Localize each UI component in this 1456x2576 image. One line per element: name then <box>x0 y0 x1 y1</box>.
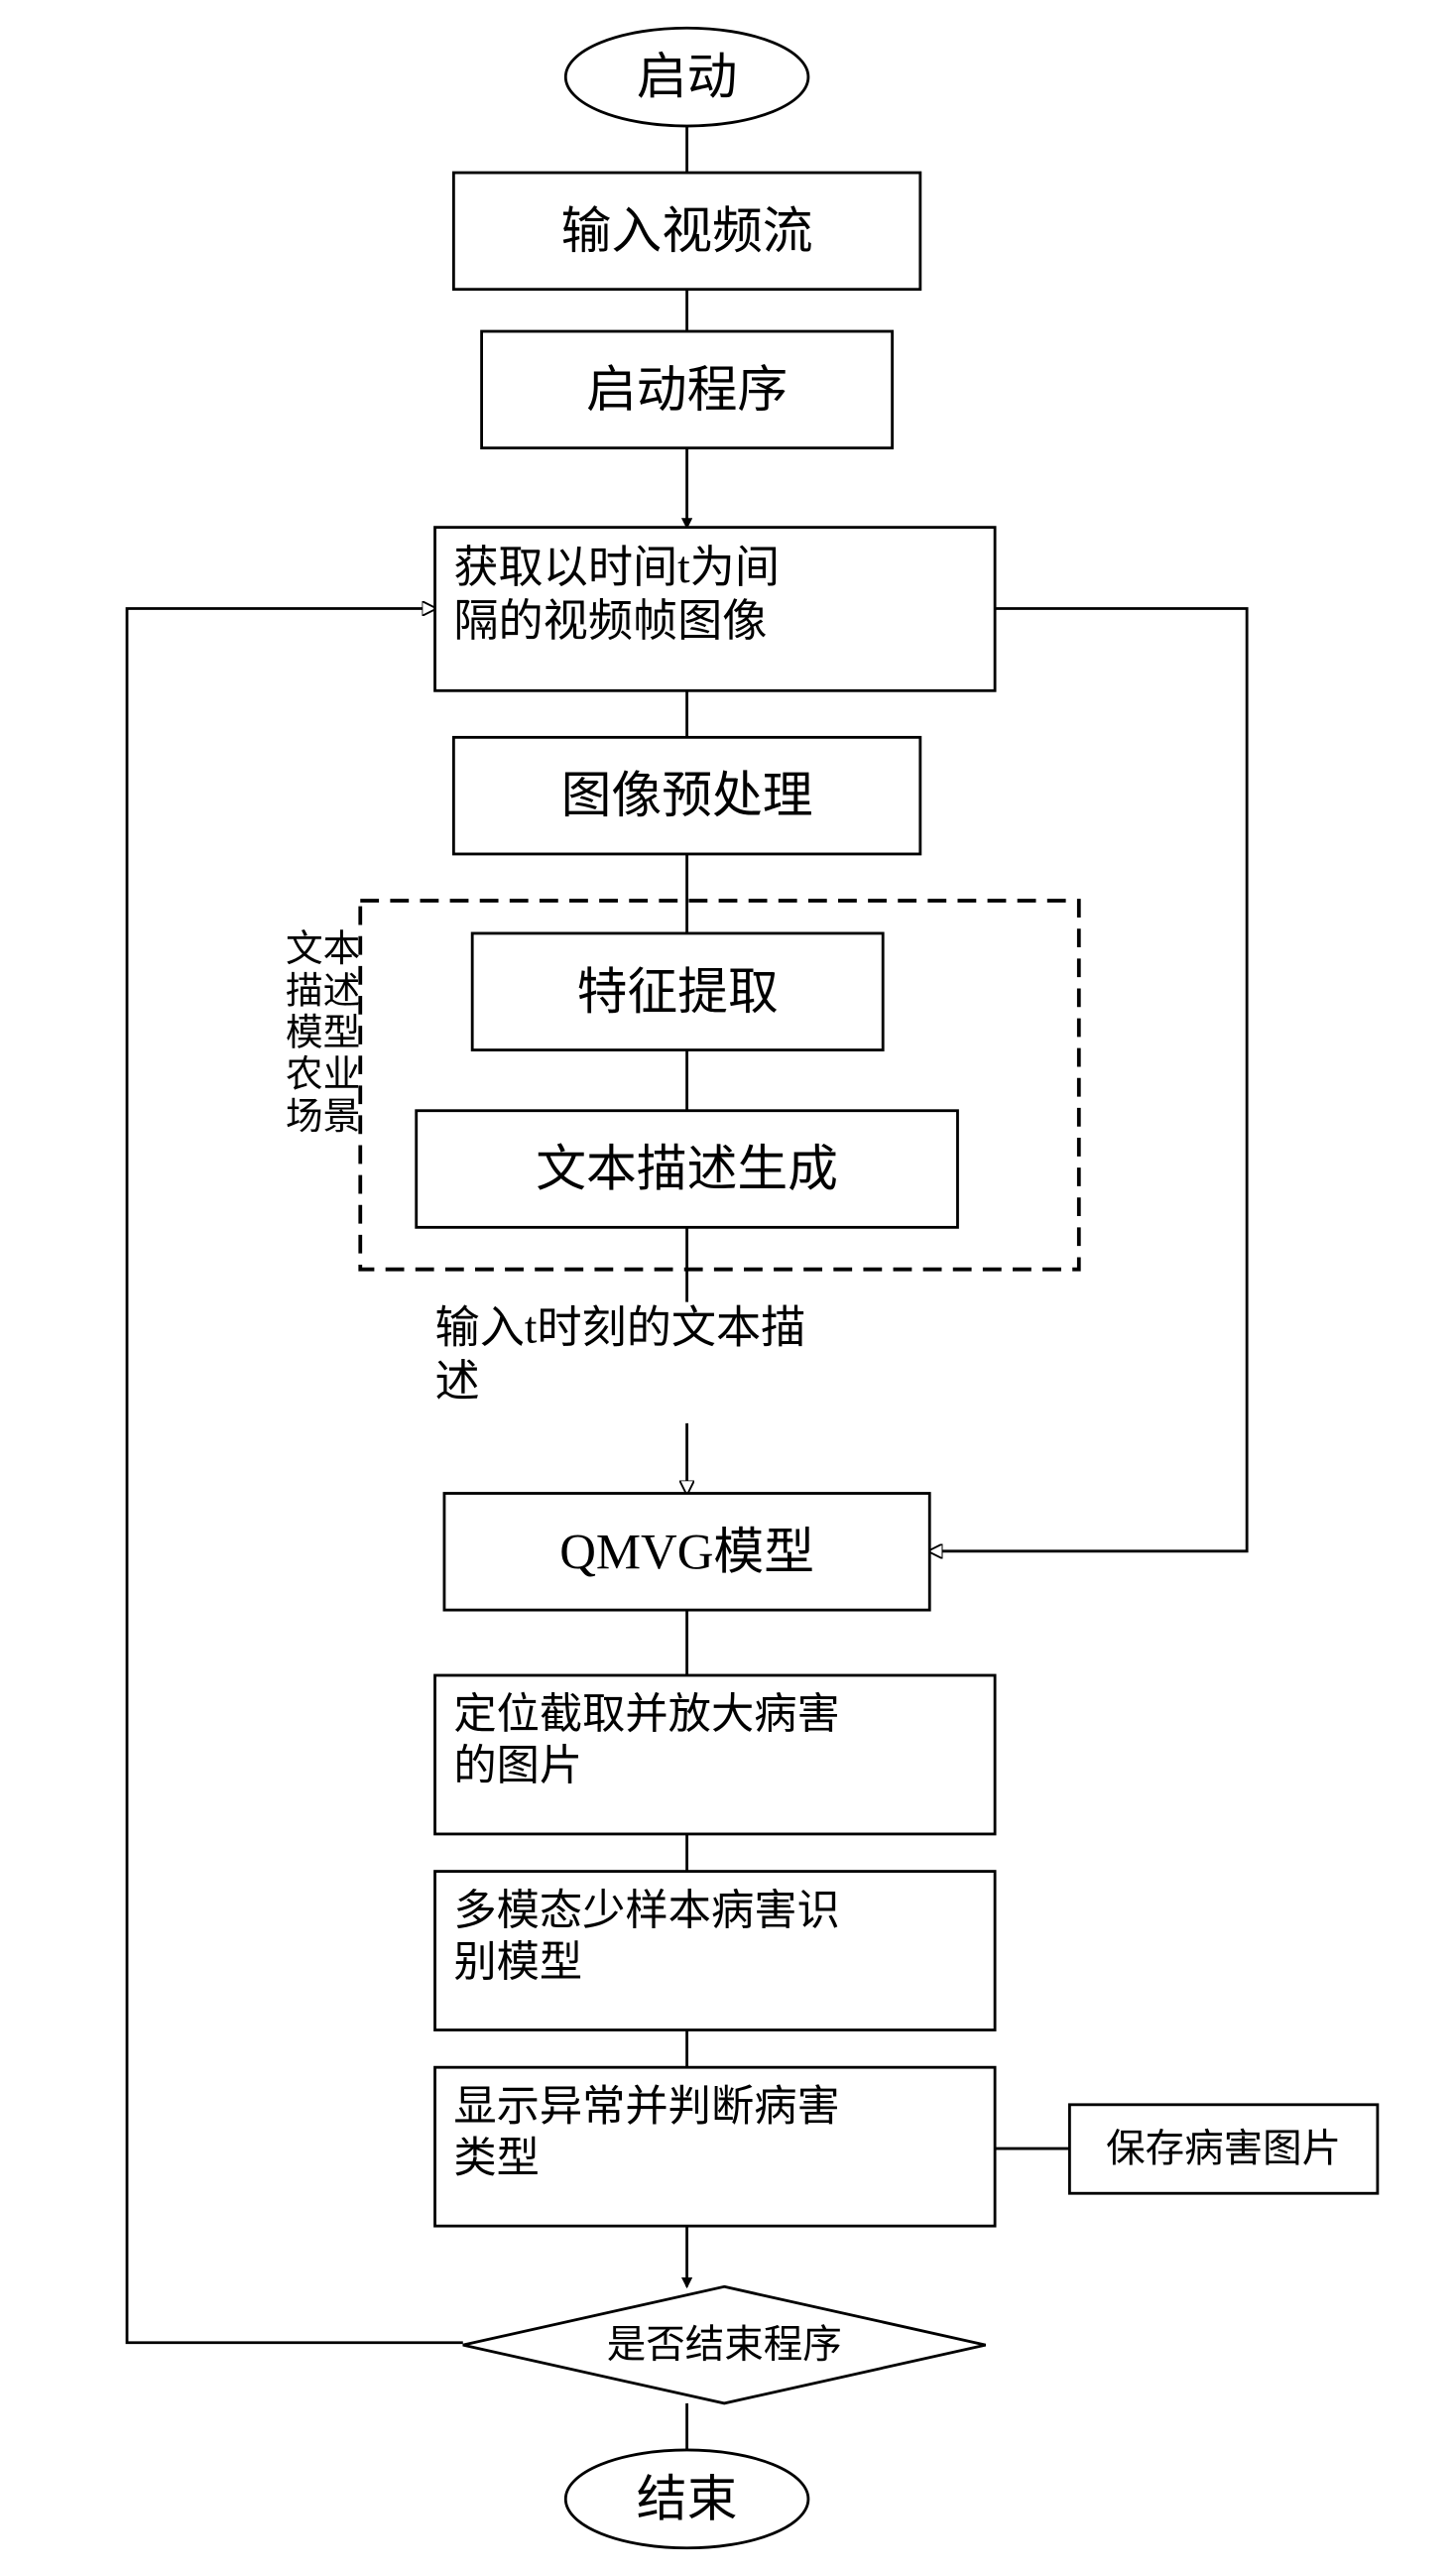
node-text_gen: 文本描述生成 <box>417 1111 958 1228</box>
node-get_frames: 获取以时间t为间隔的视频帧图像 <box>435 528 996 691</box>
node-save_img: 保存病害图片 <box>1069 2105 1378 2193</box>
node-locate_crop: 定位截取并放大病害的图片 <box>435 1675 996 1834</box>
svg-text:保存病害图片: 保存病害图片 <box>1106 2128 1341 2171</box>
svg-text:是否结束程序: 是否结束程序 <box>607 2323 842 2367</box>
svg-text:结束: 结束 <box>637 2471 738 2526</box>
svg-text:类型: 类型 <box>453 2135 540 2182</box>
node-start_program: 启动程序 <box>482 331 893 448</box>
node-preprocess: 图像预处理 <box>453 737 919 854</box>
node-decision: 是否结束程序 <box>463 2286 986 2403</box>
svg-text:别模型: 别模型 <box>453 1938 582 1986</box>
svg-text:输入视频流: 输入视频流 <box>561 203 813 259</box>
svg-text:场景: 场景 <box>286 1096 360 1138</box>
svg-text:描述: 描述 <box>286 970 360 1012</box>
node-start: 启动 <box>565 28 808 126</box>
edge-get_frames-qmvg <box>929 608 1247 1550</box>
svg-text:述: 述 <box>435 1356 480 1406</box>
flowchart-diagram: 启动输入视频流启动程序获取以时间t为间隔的视频帧图像图像预处理文本描述模型农业场… <box>0 0 1456 2576</box>
svg-text:输入t时刻的文本描: 输入t时刻的文本描 <box>435 1302 806 1352</box>
svg-text:特征提取: 特征提取 <box>577 964 779 1020</box>
node-multimodal: 多模态少样本病害识别模型 <box>435 1872 996 2030</box>
svg-text:启动: 启动 <box>637 50 738 105</box>
svg-text:的图片: 的图片 <box>453 1743 582 1790</box>
svg-text:图像预处理: 图像预处理 <box>561 768 813 823</box>
node-qmvg: QMVG模型 <box>444 1494 929 1611</box>
svg-text:文本: 文本 <box>286 928 360 970</box>
svg-text:获取以时间t为间: 获取以时间t为间 <box>453 543 780 592</box>
node-side_label: 文本描述模型农业场景 <box>286 928 360 1138</box>
node-input_stream: 输入视频流 <box>453 173 919 290</box>
svg-text:模型: 模型 <box>286 1012 360 1053</box>
node-feature_extract: 特征提取 <box>472 933 883 1050</box>
svg-text:启动程序: 启动程序 <box>586 362 788 418</box>
node-input_t: 输入t时刻的文本描述 <box>435 1302 806 1406</box>
svg-text:农业: 农业 <box>286 1054 360 1096</box>
edge-decision-get_frames <box>127 608 463 2342</box>
svg-text:QMVG模型: QMVG模型 <box>559 1524 814 1579</box>
svg-text:定位截取并放大病害: 定位截取并放大病害 <box>453 1691 839 1739</box>
svg-text:多模态少样本病害识: 多模态少样本病害识 <box>453 1887 839 1934</box>
svg-text:文本描述生成: 文本描述生成 <box>536 1142 838 1197</box>
svg-text:隔的视频帧图像: 隔的视频帧图像 <box>453 596 767 646</box>
node-show_judge: 显示异常并判断病害类型 <box>435 2067 996 2226</box>
node-end: 结束 <box>565 2450 808 2548</box>
svg-text:显示异常并判断病害: 显示异常并判断病害 <box>453 2083 839 2131</box>
